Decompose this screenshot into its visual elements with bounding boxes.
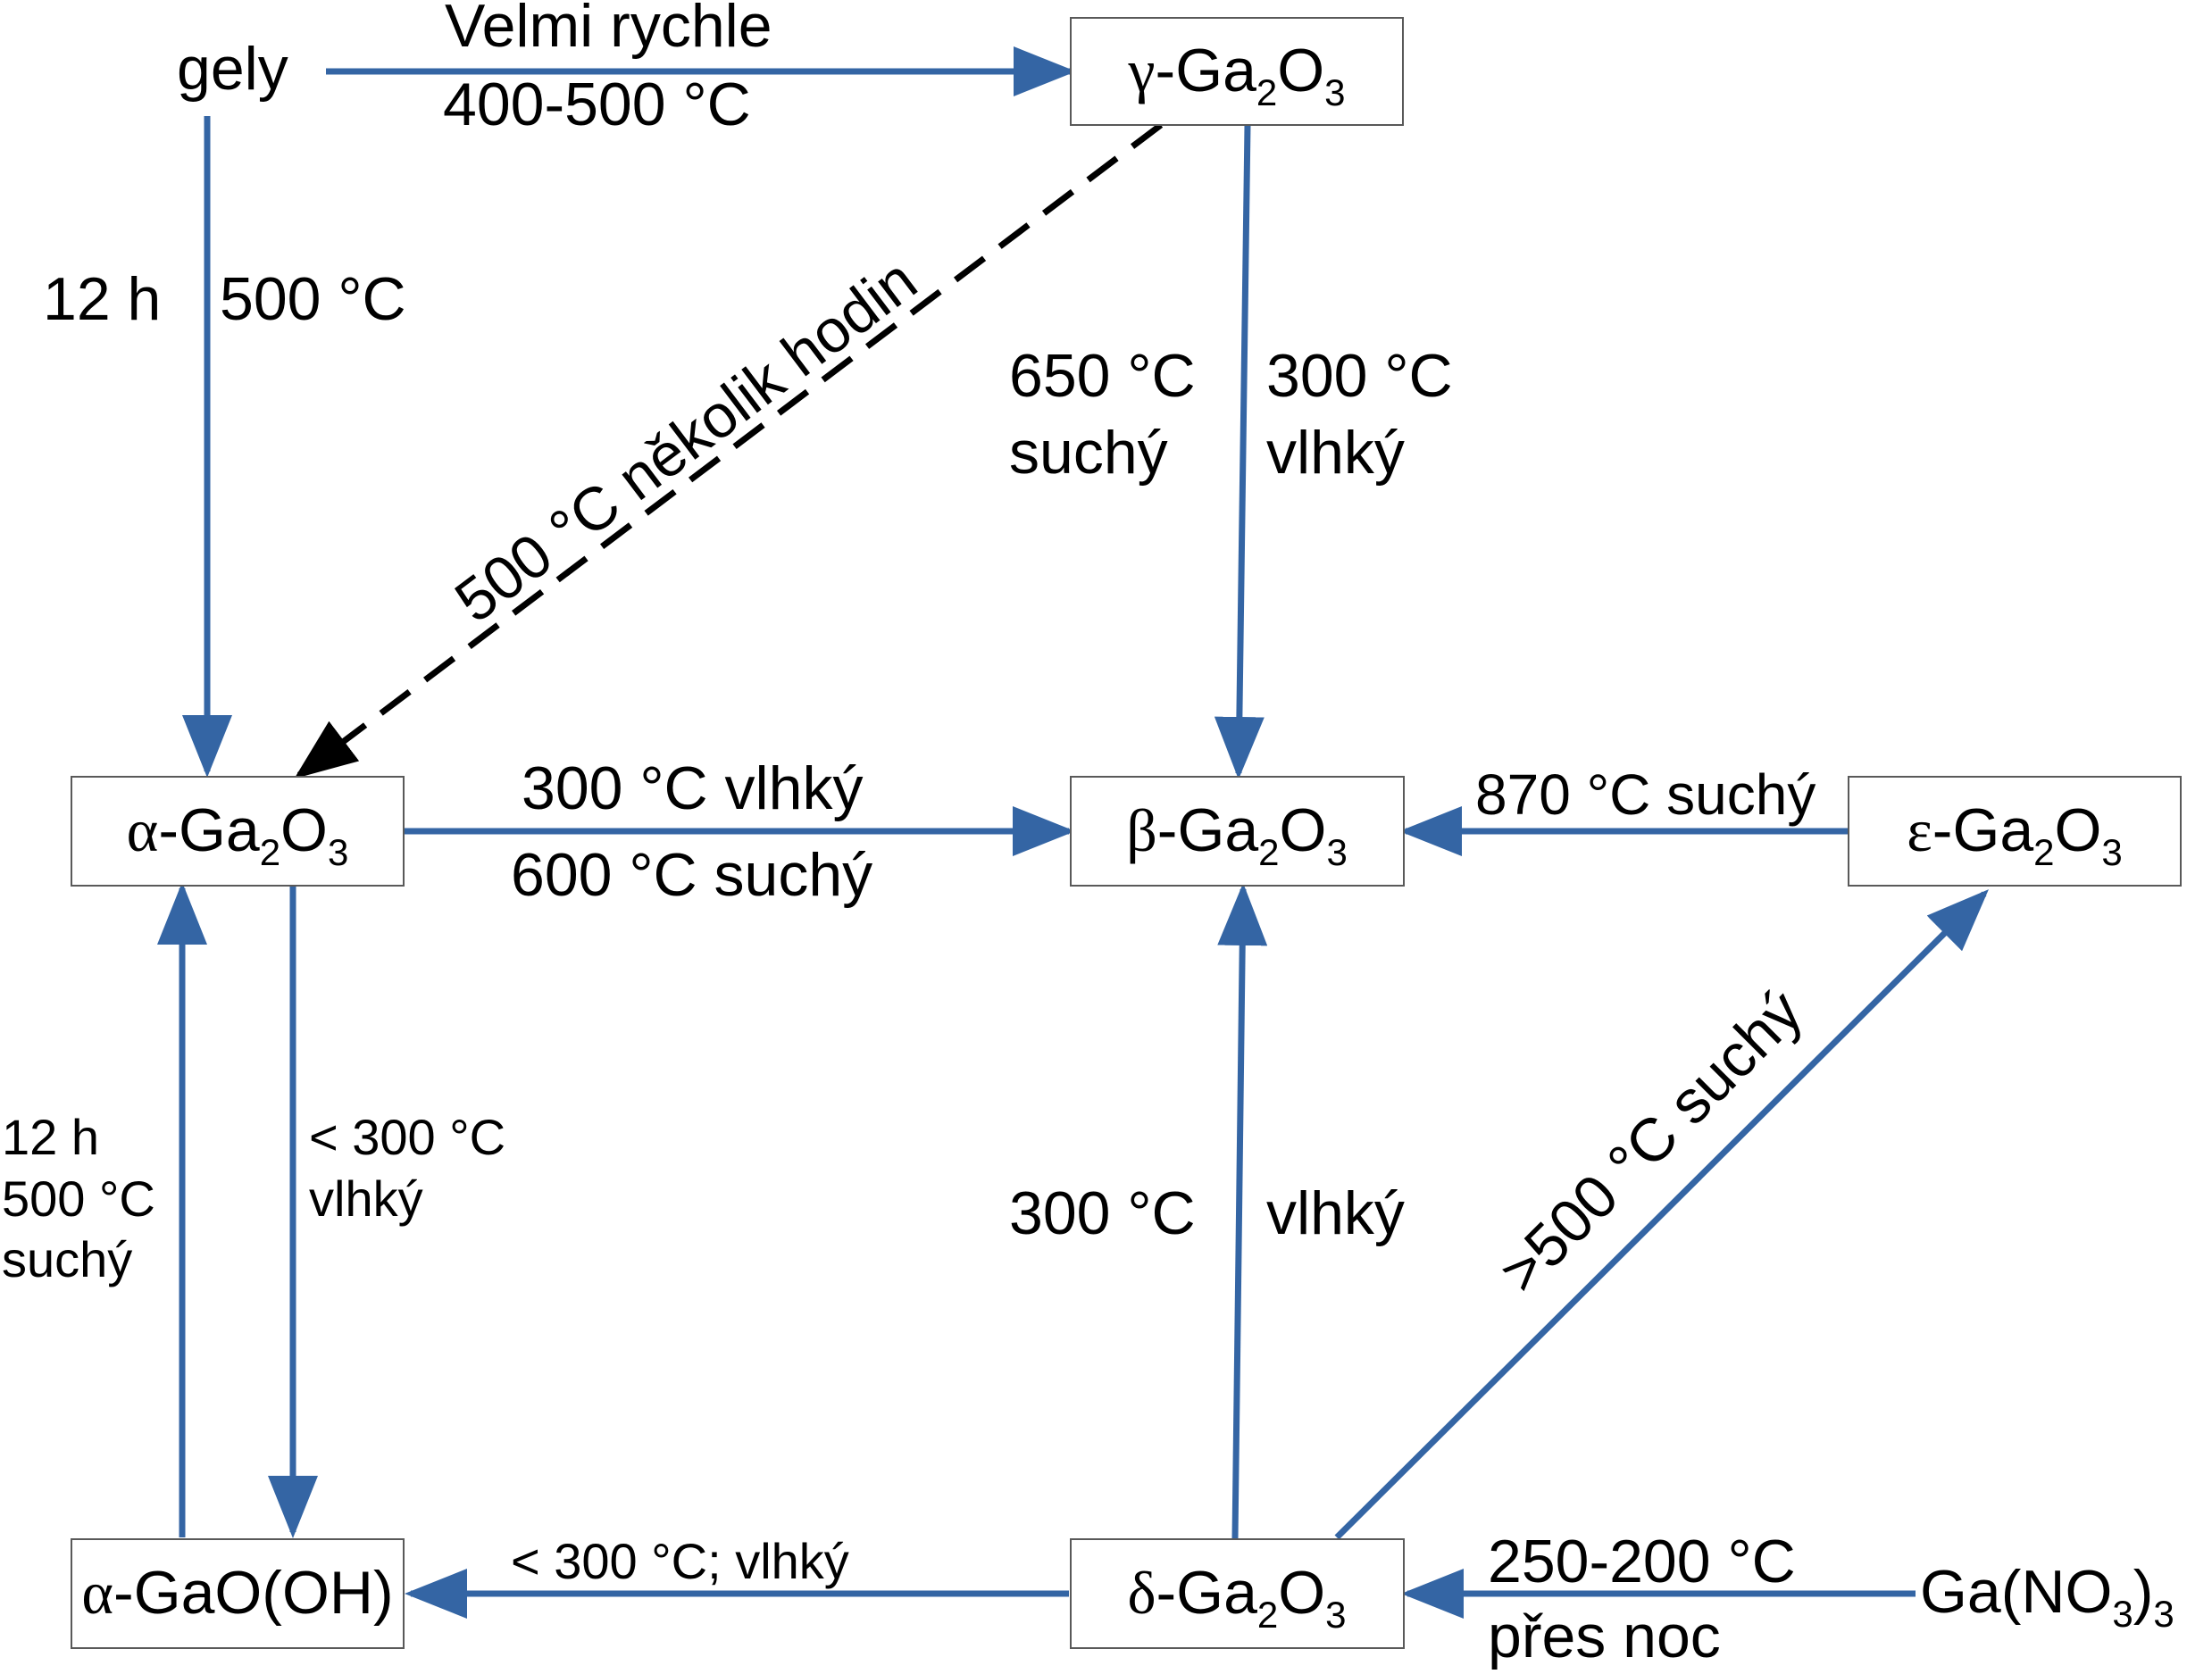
formula-ga: Ga xyxy=(1176,1559,1257,1627)
arrow-gamma-to-beta xyxy=(1214,124,1265,779)
node-gallium-nitrate: Ga(NO3)3 xyxy=(1920,1558,2174,1635)
svg-text:γ-Ga2O3: γ-Ga2O3 xyxy=(1127,37,1345,113)
node-alpha-gaooh: α-GaO(OH) xyxy=(71,1538,405,1649)
node-beta-ga2o3: β-Ga2O3 xyxy=(1070,776,1405,887)
greek-letter: α xyxy=(127,796,159,864)
label-epsilon-beta: 870 °C suchý xyxy=(1475,762,1816,827)
arrow-delta-to-beta xyxy=(1217,883,1268,1539)
svg-text:α-GaO(OH): α-GaO(OH) xyxy=(81,1559,393,1627)
label-gels-alpha-right: 500 °C xyxy=(220,265,406,333)
formula-sub: 2 xyxy=(1257,1594,1278,1636)
node-gels: gely xyxy=(177,35,288,103)
label-nitrate-delta-line2: přes noc xyxy=(1488,1603,1721,1670)
formula-ga: Ga xyxy=(1175,37,1256,104)
greek-letter: δ xyxy=(1127,1559,1156,1627)
svg-text:β-Ga2O3: β-Ga2O3 xyxy=(1126,796,1348,873)
label-delta-beta-right: vlhký xyxy=(1266,1179,1405,1247)
arrow-delta-to-epsilon xyxy=(1334,889,1989,1540)
node-gamma-ga2o3: γ-Ga2O3 xyxy=(1070,17,1404,126)
formula-sub: 2 xyxy=(2033,831,2054,873)
node-delta-ga2o3: δ-Ga2O3 xyxy=(1070,1538,1405,1649)
label-gamma-beta-left2: suchý xyxy=(1009,419,1168,487)
svg-text:α-Ga2O3: α-Ga2O3 xyxy=(127,796,349,873)
greek-letter: ε xyxy=(1907,796,1932,864)
label-gaooh-alpha-line3: suchý xyxy=(2,1231,132,1287)
formula-o: O xyxy=(1278,1559,1325,1627)
label-alpha-beta-line2: 600 °C suchý xyxy=(511,841,872,909)
label-delta-beta-left: 300 °C xyxy=(1009,1179,1196,1247)
label-gamma-beta-right2: vlhký xyxy=(1266,419,1405,487)
formula-sub: 3 xyxy=(2153,1593,2174,1635)
formula-sub: 3 xyxy=(2112,1593,2133,1635)
formula-close: ) xyxy=(2133,1558,2154,1626)
formula-sep: - xyxy=(1157,796,1178,864)
formula-ga: Ga xyxy=(1177,796,1258,864)
label-gaooh-alpha-line1: 12 h xyxy=(2,1109,99,1165)
formula-rest: -GaO(OH) xyxy=(113,1559,394,1627)
formula-sub: 3 xyxy=(2101,831,2122,873)
formula-o: O xyxy=(2055,796,2102,864)
formula-sub: 3 xyxy=(1325,1594,1346,1636)
arrow-gamma-to-alpha-dashed xyxy=(294,122,1164,779)
svg-text:δ-Ga2O3: δ-Ga2O3 xyxy=(1127,1559,1346,1636)
label-delta-epsilon: >500 °C suchý xyxy=(1487,978,1816,1306)
formula-sep: - xyxy=(1156,1559,1177,1627)
formula-sub: 3 xyxy=(1324,71,1345,113)
label-gamma-beta-right1: 300 °C xyxy=(1266,342,1453,410)
formula-sep: - xyxy=(158,796,179,864)
formula-ga: Ga xyxy=(1952,796,2033,864)
formula-ga: Ga xyxy=(179,796,260,864)
formula-sep: - xyxy=(1932,796,1953,864)
greek-letter: α xyxy=(81,1559,113,1627)
label-gels-gamma-line2: 400-500 °C xyxy=(443,71,751,138)
formula-o: O xyxy=(280,796,328,864)
formula-sub: 2 xyxy=(1258,831,1279,873)
label-gels-gamma-line1: Velmi rychle xyxy=(445,0,772,60)
formula-base: Ga(NO xyxy=(1920,1558,2112,1626)
greek-letter: β xyxy=(1126,796,1157,864)
label-alpha-gaooh-line1: < 300 °C xyxy=(309,1109,505,1165)
formula-sep: - xyxy=(1156,37,1176,104)
label-alpha-beta-line1: 300 °C vlhký xyxy=(522,754,863,822)
formula-o: O xyxy=(1277,37,1324,104)
label-gamma-beta-left1: 650 °C xyxy=(1009,342,1196,410)
label-alpha-gaooh-line2: vlhký xyxy=(309,1170,423,1227)
formula-sub: 3 xyxy=(1326,831,1347,873)
node-alpha-ga2o3: α-Ga2O3 xyxy=(71,776,405,887)
label-gamma-alpha-dashed: 500 °C několik hodin xyxy=(443,246,929,636)
label-gels-alpha-left: 12 h xyxy=(43,265,161,333)
formula-sub: 3 xyxy=(328,831,348,873)
node-epsilon-ga2o3: ε-Ga2O3 xyxy=(1848,776,2182,887)
label-nitrate-delta-line1: 250-200 °C xyxy=(1488,1528,1796,1595)
label-delta-gaooh: < 300 °C; vlhký xyxy=(511,1533,849,1589)
formula-o: O xyxy=(1280,796,1327,864)
formula-sub: 2 xyxy=(1256,71,1277,113)
formula-sub: 2 xyxy=(260,831,280,873)
label-gaooh-alpha-line2: 500 °C xyxy=(2,1170,155,1227)
greek-letter: γ xyxy=(1127,37,1155,104)
svg-text:ε-Ga2O3: ε-Ga2O3 xyxy=(1907,796,2123,873)
